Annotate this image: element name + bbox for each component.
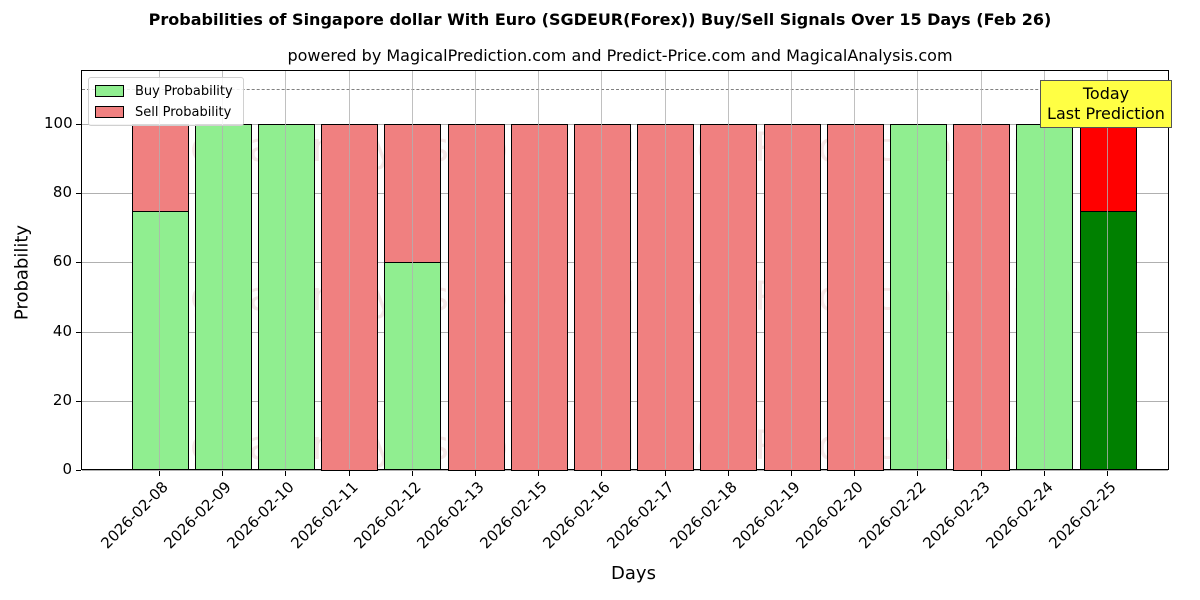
annotation-line-1: Today	[1082, 84, 1130, 103]
bar-sell	[763, 124, 821, 471]
bar-buy	[889, 124, 947, 470]
y-tick-mark	[76, 262, 81, 264]
x-tick-mark	[475, 471, 476, 476]
x-tick-mark	[854, 471, 856, 476]
x-tick-mark	[222, 471, 224, 476]
grid-line-v	[664, 71, 666, 469]
y-tick-label: 0	[62, 460, 72, 478]
y-tick-mark	[76, 124, 81, 125]
grid-line-v	[917, 71, 919, 469]
sell-swatch-icon	[95, 106, 124, 118]
bar-sell	[573, 124, 631, 471]
annotation-line-2: Last Prediction	[1047, 104, 1165, 123]
legend: Buy Probability Sell Probability	[88, 77, 244, 126]
bar-buy	[257, 124, 315, 470]
x-tick-mark	[285, 471, 287, 476]
bar-sell	[510, 124, 568, 471]
plot-area: MagicalAnalysis.comMagicalPrediction.com…	[81, 70, 1169, 471]
bar-buy	[194, 124, 252, 470]
x-axis-label: Days	[611, 563, 656, 584]
bar-buy	[1016, 124, 1074, 470]
x-tick-mark	[159, 471, 160, 476]
grid-line-v	[222, 71, 224, 469]
grid-line-v	[348, 71, 350, 469]
grid-line-v	[727, 71, 729, 469]
bar-sell	[131, 124, 189, 212]
x-tick-mark	[664, 471, 666, 476]
reference-line	[82, 89, 1168, 91]
grid-line-v	[159, 71, 160, 469]
bar-sell	[384, 124, 442, 264]
x-tick-mark	[917, 471, 919, 476]
x-tick-mark	[538, 471, 540, 476]
buy-swatch-icon	[95, 85, 124, 97]
chart-subtitle: powered by MagicalPrediction.com and Pre…	[287, 46, 953, 65]
bar-sell	[1079, 124, 1137, 212]
x-tick-mark	[1107, 471, 1108, 476]
bar-buy	[384, 262, 442, 470]
y-tick-mark	[76, 400, 81, 402]
legend-sell-label: Sell Probability	[135, 104, 232, 120]
chart-title: Probabilities of Singapore dollar With E…	[148, 10, 1052, 29]
grid-line-v	[285, 71, 287, 469]
y-tick-mark	[76, 470, 81, 471]
x-tick-mark	[791, 471, 792, 476]
x-tick-mark	[980, 471, 982, 476]
y-tick-label: 20	[52, 390, 72, 409]
y-tick-label: 40	[52, 321, 72, 340]
grid-line-v	[538, 71, 540, 469]
bar-sell	[826, 124, 884, 471]
grid-line-v	[411, 71, 413, 469]
grid-line-v	[601, 71, 603, 469]
bar-sell	[700, 124, 758, 471]
bar-buy	[131, 210, 189, 470]
grid-line-v	[980, 71, 982, 469]
bar-sell	[637, 124, 695, 471]
bar-sell	[321, 124, 379, 471]
x-tick-mark	[1043, 471, 1045, 476]
grid-line-v	[854, 71, 856, 469]
x-tick-mark	[727, 471, 729, 476]
bar-buy	[1079, 210, 1137, 470]
x-tick-mark	[348, 471, 350, 476]
x-tick-mark	[601, 471, 603, 476]
y-axis-label: Probability	[11, 224, 33, 321]
today-annotation: Today Last Prediction	[1040, 80, 1172, 128]
grid-line-v	[1043, 71, 1045, 469]
y-tick-label: 60	[52, 252, 72, 271]
legend-buy-label: Buy Probability	[135, 83, 233, 99]
legend-item-buy: Buy Probability	[95, 83, 233, 99]
x-tick-mark	[411, 471, 413, 476]
y-tick-mark	[76, 331, 81, 333]
y-tick-label: 80	[52, 183, 72, 202]
bar-sell	[953, 124, 1011, 471]
grid-line-v	[475, 71, 476, 469]
grid-line-v	[791, 71, 792, 469]
y-tick-mark	[76, 193, 81, 195]
y-tick-label: 100	[44, 114, 73, 132]
grid-line-v	[1107, 71, 1108, 469]
bar-sell	[447, 124, 505, 471]
legend-item-sell: Sell Probability	[95, 104, 231, 120]
